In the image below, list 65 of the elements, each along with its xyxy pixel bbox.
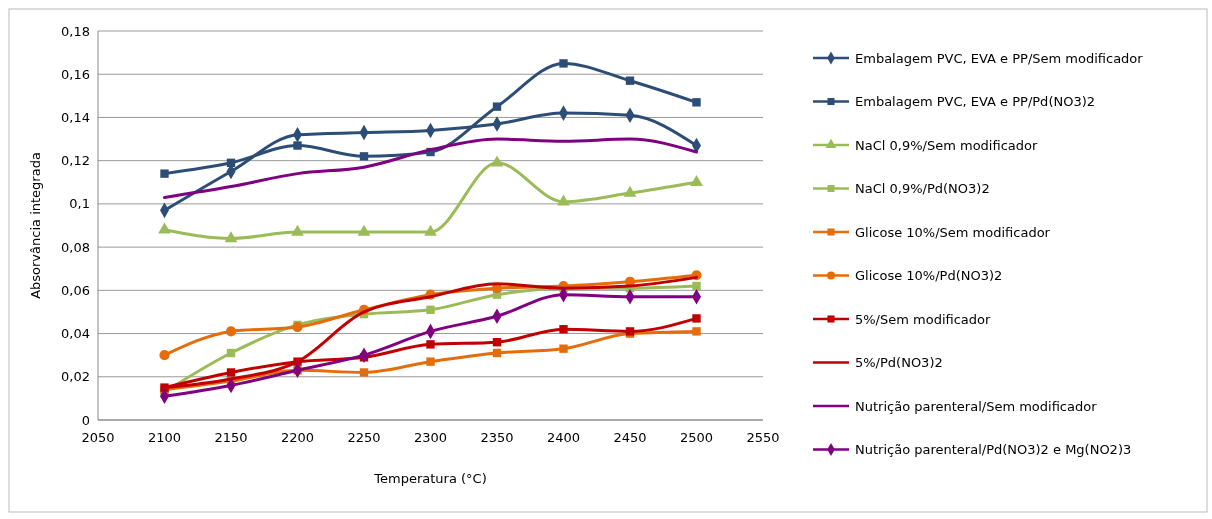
point: [492, 348, 502, 358]
point: [557, 194, 570, 206]
point: [426, 357, 435, 366]
point: [359, 368, 369, 377]
point: [224, 231, 238, 243]
point: [359, 152, 369, 161]
y-tick-label: 0,14: [61, 109, 90, 125]
x-tick-label: 2250: [347, 430, 381, 445]
point: [492, 102, 502, 111]
legend-label: NaCl 0,9%/Sem modificador: [855, 137, 1038, 153]
x-tick-label: 2150: [214, 430, 248, 445]
point: [357, 224, 371, 236]
y-tick-label: 0,08: [61, 239, 90, 255]
point: [692, 314, 701, 323]
y-tick-label: 0,1: [69, 196, 90, 212]
point: [692, 98, 701, 107]
point: [692, 281, 701, 291]
y-tick-label: 0,12: [61, 153, 90, 169]
x-axis-title: Temperatura (°C): [373, 471, 487, 486]
point: [159, 350, 170, 361]
y-tick-label: 0: [81, 412, 90, 428]
point: [225, 326, 237, 337]
point: [226, 348, 236, 358]
point: [492, 338, 502, 347]
legend-label: Embalagem PVC, EVA e PP/Sem modificador: [855, 50, 1144, 66]
point: [293, 141, 302, 150]
x-tick-label: 2050: [81, 430, 115, 445]
x-tick-label: 2450: [613, 430, 647, 445]
x-tick-label: 2400: [546, 430, 581, 445]
point: [559, 59, 568, 68]
x-tick-label: 2500: [679, 430, 714, 445]
point: [690, 174, 703, 186]
x-tick-label: 2100: [147, 430, 182, 445]
point: [625, 76, 635, 85]
point: [490, 155, 504, 167]
x-tick-label: 2300: [413, 430, 448, 445]
legend-label: Nutrição parenteral/Pd(NO3)2 e Mg(NO2)3: [855, 442, 1132, 458]
y-tick-label: 0,04: [61, 326, 90, 342]
point: [559, 344, 568, 353]
legend-label: Nutrição parenteral/Sem modificador: [855, 398, 1098, 414]
x-tick-label: 2350: [480, 430, 514, 445]
y-axis-title: Absorvância integrada: [28, 152, 43, 299]
legend-label: Glicose 10%/Pd(NO3)2: [855, 268, 1003, 284]
legend-label: 5%/Sem modificador: [855, 311, 992, 327]
point: [226, 158, 236, 168]
legend-label: Glicose 10%/Sem modificador: [855, 224, 1051, 240]
point: [426, 340, 435, 349]
x-tick-label: 2550: [746, 430, 780, 445]
point: [160, 169, 169, 178]
legend-label: NaCl 0,9%/Pd(NO3)2: [855, 181, 990, 197]
point: [559, 325, 568, 334]
x-tick-label: 2200: [280, 430, 315, 445]
legend-label: 5%/Pd(NO3)2: [855, 355, 943, 371]
y-tick-label: 0,18: [61, 23, 90, 39]
point: [291, 224, 304, 236]
point: [424, 224, 437, 236]
point: [623, 185, 637, 197]
y-tick-label: 0,02: [61, 369, 90, 385]
legend-label: Embalagem PVC, EVA e PP/Pd(NO3)2: [855, 94, 1096, 110]
point: [226, 368, 236, 377]
point: [426, 305, 435, 314]
point: [692, 327, 701, 336]
y-tick-label: 0,16: [61, 66, 90, 82]
y-tick-label: 0,06: [61, 282, 90, 298]
point: [158, 222, 171, 234]
